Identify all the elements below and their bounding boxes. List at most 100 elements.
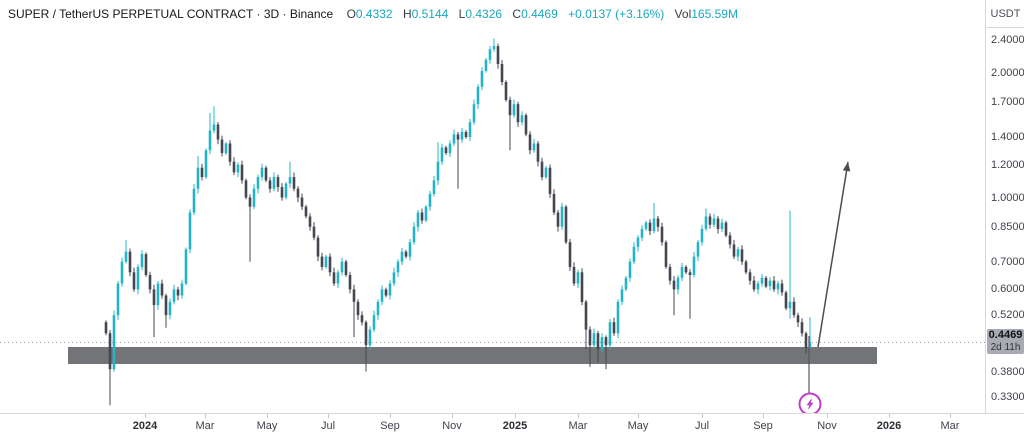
- candle-body: [180, 283, 184, 296]
- candle-body: [784, 292, 788, 309]
- price-tick-label: 1.2000: [991, 159, 1024, 171]
- candle-body: [480, 71, 484, 87]
- candle-body: [600, 337, 604, 350]
- candle-body: [516, 104, 520, 123]
- candle-body: [376, 301, 380, 316]
- candle-body: [104, 322, 108, 334]
- candle-body: [788, 301, 792, 309]
- candle-body: [124, 251, 128, 262]
- candle-body: [248, 197, 252, 207]
- candle-body: [776, 283, 780, 290]
- candle-body: [756, 283, 760, 290]
- candle-body: [708, 216, 712, 225]
- trend-arrow[interactable]: [817, 161, 849, 348]
- close-value: 0.4469: [521, 7, 558, 21]
- candle-body: [396, 261, 400, 273]
- candle-body: [496, 46, 500, 64]
- candle-body: [724, 222, 728, 236]
- candle-body: [648, 222, 652, 232]
- symbol-title[interactable]: SUPER / TetherUS PERPETUAL CONTRACT · 3D…: [8, 7, 334, 21]
- candle-body: [560, 206, 564, 227]
- candle-body: [388, 283, 392, 296]
- candle-body: [548, 167, 552, 194]
- price-tick-label: 0.6000: [991, 283, 1024, 295]
- candle-body: [172, 289, 176, 302]
- time-axis-label: Nov: [817, 420, 837, 432]
- candle-body: [156, 283, 160, 306]
- time-axis-tick: [390, 414, 391, 418]
- candle-body: [484, 59, 488, 71]
- candle-body: [760, 277, 764, 284]
- candle-body: [164, 295, 168, 316]
- candle-body: [232, 161, 236, 173]
- candle-body: [432, 180, 436, 194]
- time-axis-tick: [702, 414, 703, 418]
- candle-body: [264, 167, 268, 181]
- candle-body: [192, 188, 196, 213]
- high-value: 0.5144: [411, 7, 449, 21]
- candle-body: [676, 277, 680, 290]
- candle-body: [304, 206, 308, 217]
- time-axis-label: Sep: [380, 420, 400, 432]
- time-axis-label: Nov: [442, 420, 462, 432]
- candle-body: [532, 143, 536, 151]
- candle-body: [656, 218, 660, 227]
- candle-body: [608, 322, 612, 346]
- candle-body: [652, 218, 656, 232]
- candle-body: [456, 134, 460, 140]
- time-axis-tick: [827, 414, 828, 418]
- volume-label: Vol: [674, 7, 692, 21]
- time-axis[interactable]: 2024 Mar May Jul Sep Nov 2025 Mar May Jul Sep Nov 20…: [0, 413, 1024, 438]
- candle-body: [476, 86, 480, 105]
- candle-body: [444, 147, 448, 153]
- candle-body: [404, 251, 408, 257]
- candle-body: [200, 167, 204, 178]
- bar-countdown: 2d 11h: [990, 342, 1021, 353]
- candle-body: [796, 315, 800, 323]
- candle-body: [712, 218, 716, 225]
- candle-body: [460, 131, 464, 140]
- support-zone-rectangle[interactable]: [68, 347, 877, 364]
- candle-body: [448, 143, 452, 154]
- candle-body: [704, 216, 708, 229]
- candle-body: [596, 333, 600, 350]
- candle-body: [440, 147, 444, 162]
- candle-body: [328, 256, 332, 273]
- candle-body: [316, 237, 320, 257]
- candle-body: [568, 242, 572, 267]
- candle-body: [244, 180, 248, 198]
- high-label: H: [402, 7, 412, 21]
- candle-body: [368, 329, 372, 346]
- candle-body: [312, 226, 316, 238]
- candle-body: [744, 261, 748, 273]
- candle-body: [528, 134, 532, 151]
- candle-body: [332, 272, 336, 284]
- candle-body: [120, 261, 124, 284]
- candle-body: [732, 244, 736, 257]
- candle-body: [672, 280, 676, 290]
- time-axis-tick: [205, 414, 206, 418]
- candle-body: [572, 266, 576, 284]
- candle-body: [224, 143, 228, 154]
- candle-body: [412, 226, 416, 243]
- candlestick-chart[interactable]: [0, 0, 985, 413]
- candle-body: [280, 187, 284, 198]
- time-axis-tick: [950, 414, 951, 418]
- time-axis-label: 2026: [876, 420, 902, 432]
- candle-body: [360, 315, 364, 323]
- currency-label[interactable]: USDT: [986, 0, 1024, 28]
- candle-body: [800, 322, 804, 334]
- candle-body: [152, 289, 156, 306]
- time-axis-tick: [267, 414, 268, 418]
- price-tick-label: 1.4000: [991, 131, 1024, 143]
- candle-body: [612, 322, 616, 334]
- candle-body: [320, 256, 324, 267]
- candle-body: [344, 261, 348, 275]
- candle-body: [216, 124, 220, 140]
- candle-body: [196, 167, 200, 189]
- time-axis-label: Mar: [568, 420, 588, 432]
- price-axis[interactable]: USDT 0.4469 2d 11h 2.4000 2.0000 1.7000 1.4…: [985, 0, 1024, 413]
- candle-body: [780, 283, 784, 293]
- low-label: L: [458, 7, 466, 21]
